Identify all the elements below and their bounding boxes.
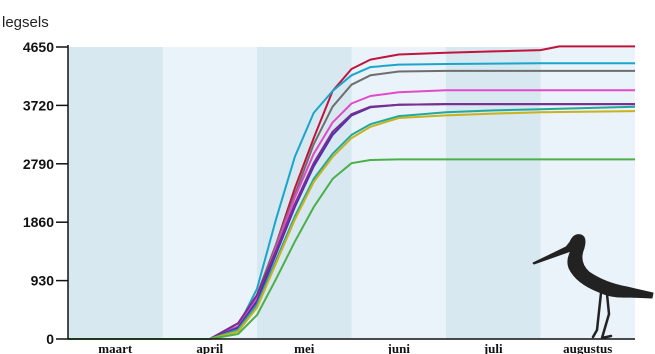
- y-tick-label: 3720: [23, 97, 54, 113]
- month-band-maart: [68, 47, 163, 339]
- x-tick-label: juni: [387, 341, 411, 354]
- x-tick-label: juli: [483, 341, 503, 354]
- axes: [67, 45, 635, 340]
- y-tick-label: 1860: [23, 214, 54, 230]
- x-tick-label: augustus: [563, 341, 612, 354]
- series-line-4: [68, 89, 635, 340]
- x-tick-label: april: [196, 341, 223, 354]
- y-tick-label: 930: [31, 273, 55, 289]
- godwit-silhouette: [532, 234, 654, 340]
- x-tick-label: maart: [98, 341, 133, 354]
- series-line-9: [68, 158, 635, 340]
- y-tick-label: 0: [46, 331, 54, 347]
- month-band-april: [162, 47, 257, 339]
- y-tick-labels: 0 930 1860 2790 3720 4650: [23, 39, 68, 347]
- series-line-7: [68, 105, 636, 340]
- month-bands: [68, 47, 635, 339]
- series-line-6: [68, 103, 635, 340]
- y-axis-label: legsels: [2, 14, 49, 31]
- x-tick-labels: maart april mei juni juli augustus: [98, 341, 612, 354]
- y-tick-label: 2790: [23, 156, 54, 172]
- month-band-juli: [446, 47, 541, 339]
- x-tick-label: mei: [294, 341, 315, 354]
- month-band-mei: [257, 47, 352, 339]
- series-line-8: [68, 110, 636, 340]
- y-tick-label: 4650: [23, 39, 54, 55]
- series-lines: [68, 45, 636, 340]
- month-band-juni: [351, 47, 446, 339]
